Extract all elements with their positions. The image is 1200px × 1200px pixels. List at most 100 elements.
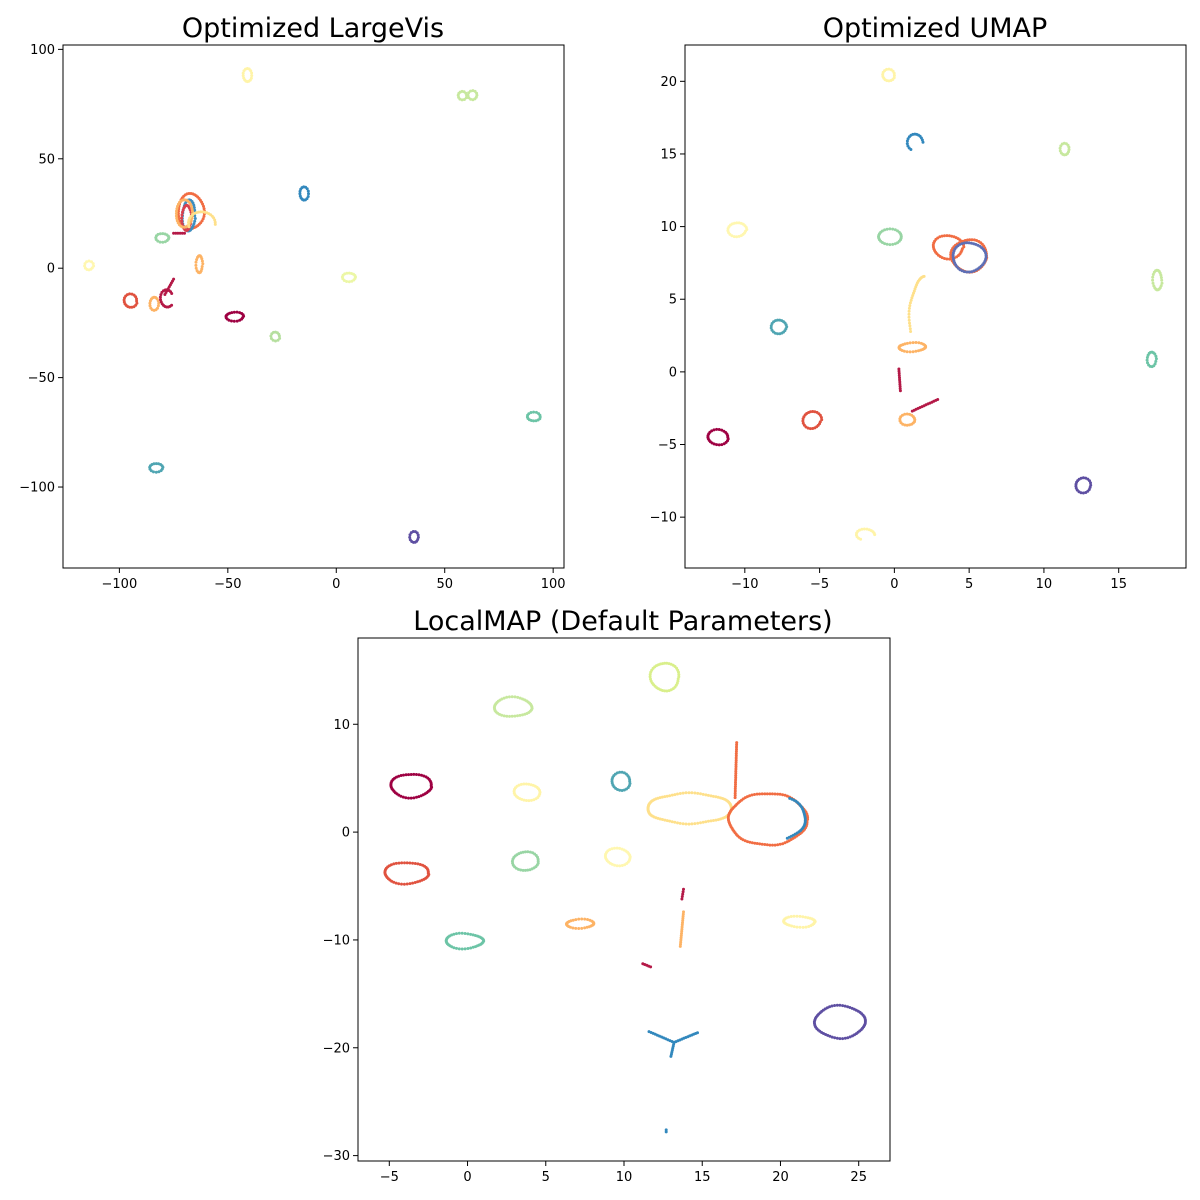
largevis-point xyxy=(187,220,190,224)
localmap-point xyxy=(649,965,653,969)
localmap-point xyxy=(790,924,794,928)
localmap-y-axis: 10 0 −10 −20 −30 xyxy=(323,718,358,1164)
localmap-point xyxy=(680,923,684,927)
largevis-point xyxy=(467,91,471,95)
localmap-point xyxy=(735,745,738,749)
localmap-point xyxy=(519,868,523,872)
localmap-point xyxy=(397,882,401,886)
localmap-point xyxy=(422,774,426,778)
largevis-point xyxy=(180,219,184,223)
localmap-point xyxy=(660,795,664,799)
localmap-point xyxy=(668,819,672,823)
localmap-point xyxy=(670,820,674,824)
umap-point xyxy=(717,443,721,447)
umap-point xyxy=(1084,476,1088,480)
localmap-point xyxy=(408,861,412,865)
largevis-point xyxy=(250,71,254,75)
localmap-point xyxy=(733,787,737,791)
umap-point xyxy=(737,221,741,225)
localmap-point xyxy=(568,925,572,929)
localmap-point xyxy=(620,864,624,867)
largevis-point xyxy=(298,192,302,196)
largevis-point xyxy=(232,319,236,323)
largevis-point xyxy=(274,339,277,343)
largevis-point xyxy=(190,207,194,211)
umap-point xyxy=(908,341,912,345)
umap-point xyxy=(909,330,913,333)
localmap-point xyxy=(681,892,685,896)
umap-point xyxy=(1088,485,1092,489)
umap-point xyxy=(776,332,780,336)
localmap-point xyxy=(613,863,617,867)
umap-point xyxy=(818,420,822,424)
umap-point xyxy=(1151,275,1155,279)
localmap-y-tick-label: −30 xyxy=(323,1149,350,1164)
localmap-point xyxy=(841,1037,845,1041)
localmap-point xyxy=(758,792,762,796)
localmap-point xyxy=(516,867,520,871)
localmap-point xyxy=(463,947,467,951)
localmap-point xyxy=(709,819,713,823)
localmap-point xyxy=(734,769,738,773)
localmap-point xyxy=(830,1004,834,1008)
umap-point xyxy=(908,304,912,308)
localmap-point xyxy=(577,927,581,930)
localmap-point xyxy=(622,771,626,775)
largevis-point xyxy=(242,69,246,73)
umap-point xyxy=(898,384,902,388)
umap-point xyxy=(960,247,964,251)
localmap-point xyxy=(760,792,764,796)
umap-point xyxy=(963,241,966,245)
localmap-point xyxy=(670,793,674,797)
localmap-point xyxy=(776,792,780,796)
largevis-point xyxy=(193,217,197,220)
localmap-x-tick-label: 15 xyxy=(694,1170,711,1185)
localmap-point xyxy=(758,842,762,846)
localmap-point xyxy=(404,796,408,800)
localmap-point xyxy=(408,882,412,886)
localmap-point xyxy=(696,791,700,795)
largevis-point xyxy=(87,259,91,263)
largevis-point xyxy=(161,232,165,236)
umap-point xyxy=(909,148,913,151)
umap-point xyxy=(891,227,895,231)
localmap-point xyxy=(508,714,511,718)
largevis-point xyxy=(180,222,184,226)
umap-point xyxy=(892,74,896,77)
umap-point xyxy=(1151,278,1155,282)
largevis-point xyxy=(148,299,152,303)
localmap-point xyxy=(658,817,662,821)
localmap-point xyxy=(681,822,685,826)
umap-point xyxy=(905,142,909,146)
localmap-point xyxy=(399,774,403,777)
umap-point xyxy=(887,67,891,71)
umap-panel: Optimized UMAP −10 −5 0 5 10 15 20 15 10 5 0 −5 −10 xyxy=(650,13,1187,592)
umap-point xyxy=(908,324,912,328)
localmap-point xyxy=(768,792,772,796)
largevis-point xyxy=(148,301,152,305)
localmap-point xyxy=(706,819,710,823)
largevis-point xyxy=(238,311,242,315)
localmap-point xyxy=(588,918,592,922)
localmap-point xyxy=(733,789,737,793)
localmap-point xyxy=(663,818,667,822)
localmap-point xyxy=(753,793,756,796)
umap-point xyxy=(1159,284,1163,288)
localmap-point xyxy=(405,882,409,886)
localmap-point xyxy=(411,881,415,885)
localmap-point xyxy=(571,926,575,930)
localmap-point xyxy=(661,818,664,821)
localmap-point xyxy=(665,661,669,665)
largevis-point xyxy=(537,412,541,416)
localmap-point xyxy=(673,793,677,797)
localmap-x-tick-label: 5 xyxy=(542,1170,550,1185)
localmap-point xyxy=(798,925,802,929)
largevis-point xyxy=(235,319,239,323)
localmap-point xyxy=(409,796,413,800)
umap-point xyxy=(902,349,906,353)
umap-point xyxy=(943,257,946,260)
localmap-point xyxy=(620,789,624,792)
umap-frame xyxy=(684,44,1187,569)
largevis-point xyxy=(183,231,186,235)
localmap-point xyxy=(586,918,589,921)
